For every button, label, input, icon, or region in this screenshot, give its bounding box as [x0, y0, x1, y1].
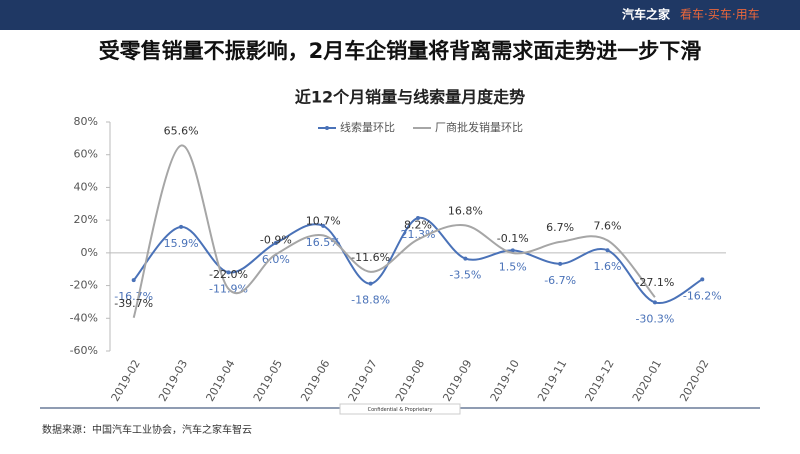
chart-title: 近12个月销量与线索量月度走势: [295, 88, 525, 107]
point: [273, 241, 278, 246]
value-label: 6.7%: [546, 221, 574, 234]
y-tick-label: -40%: [70, 311, 98, 324]
point: [652, 300, 657, 305]
y-tick-label: 80%: [74, 115, 98, 128]
x-tick-label: 2019-04: [203, 358, 237, 404]
value-label: 16.8%: [448, 204, 483, 217]
y-tick-label: -20%: [70, 279, 98, 292]
value-label: -30.3%: [635, 312, 674, 325]
x-tick-label: 2019-08: [393, 358, 427, 404]
value-label: 7.6%: [594, 219, 622, 232]
x-tick-label: 2019-07: [346, 358, 380, 404]
confidential: Confidential & Proprietary: [368, 407, 433, 413]
x-tick-label: 2019-10: [488, 358, 522, 404]
series-line: [132, 144, 656, 319]
value-label: -16.7%: [114, 290, 153, 303]
y-tick-label: 0%: [81, 246, 98, 259]
x-tick-label: 2019-11: [535, 358, 569, 404]
value-label: -22.0%: [209, 268, 248, 281]
value-label: 10.7%: [306, 214, 341, 227]
value-label: 15.9%: [164, 237, 199, 250]
value-label: -11.6%: [351, 251, 390, 264]
headline: 受零售销量不振影响，2月车企销量将背离需求面走势进一步下滑: [99, 39, 702, 63]
point: [510, 248, 515, 253]
x-tick-label: 2019-02: [109, 358, 143, 404]
value-label: 6.0%: [262, 253, 290, 266]
value-label: 1.5%: [499, 260, 527, 273]
value-label: -3.5%: [449, 269, 481, 282]
slogan: 看车·买车·用车: [680, 7, 760, 22]
value-label: -16.2%: [683, 289, 722, 302]
x-tick-label: 2019-03: [156, 358, 190, 404]
y-tick-label: -60%: [70, 344, 98, 357]
y-tick-label: 40%: [74, 180, 98, 193]
point: [321, 223, 326, 228]
point: [463, 256, 468, 261]
value-label: -0.9%: [260, 233, 292, 246]
x-tick-label: 2020-01: [630, 358, 664, 404]
value-label: -27.1%: [635, 276, 674, 289]
source: 数据来源：中国汽车工业协会，汽车之家车智云: [42, 423, 252, 436]
y-tick-label: 60%: [74, 148, 98, 161]
value-label: -18.8%: [351, 294, 390, 307]
legend-label: 线索量环比: [340, 120, 395, 134]
y-tick-label: 20%: [74, 213, 98, 226]
x-tick-label: 2019-06: [298, 358, 332, 404]
point: [226, 270, 231, 275]
point: [700, 277, 705, 282]
point: [131, 278, 136, 283]
value-label: -6.7%: [544, 274, 576, 287]
legend-label: 厂商批发销量环比: [435, 120, 523, 134]
value-label: 21.3%: [401, 228, 436, 241]
value-label: 65.6%: [164, 125, 199, 138]
x-tick-label: 2019-09: [440, 358, 474, 404]
top-bar: [0, 0, 800, 30]
value-label: -0.1%: [497, 232, 529, 245]
point: [179, 224, 184, 229]
point: [558, 261, 563, 266]
x-tick-label: 2019-12: [582, 358, 616, 404]
value-label: 8.2%: [404, 218, 432, 231]
point: [605, 248, 610, 253]
brand: 汽车之家: [622, 7, 671, 22]
legend-dot: [325, 126, 329, 130]
value-label: 1.6%: [594, 260, 622, 273]
confidential-box: [339, 403, 461, 415]
point: [416, 216, 420, 221]
point: [368, 281, 373, 286]
x-tick-label: 2019-05: [251, 358, 285, 404]
x-tick-label: 2020-02: [677, 358, 711, 404]
value-label: -39.7%: [114, 297, 153, 310]
